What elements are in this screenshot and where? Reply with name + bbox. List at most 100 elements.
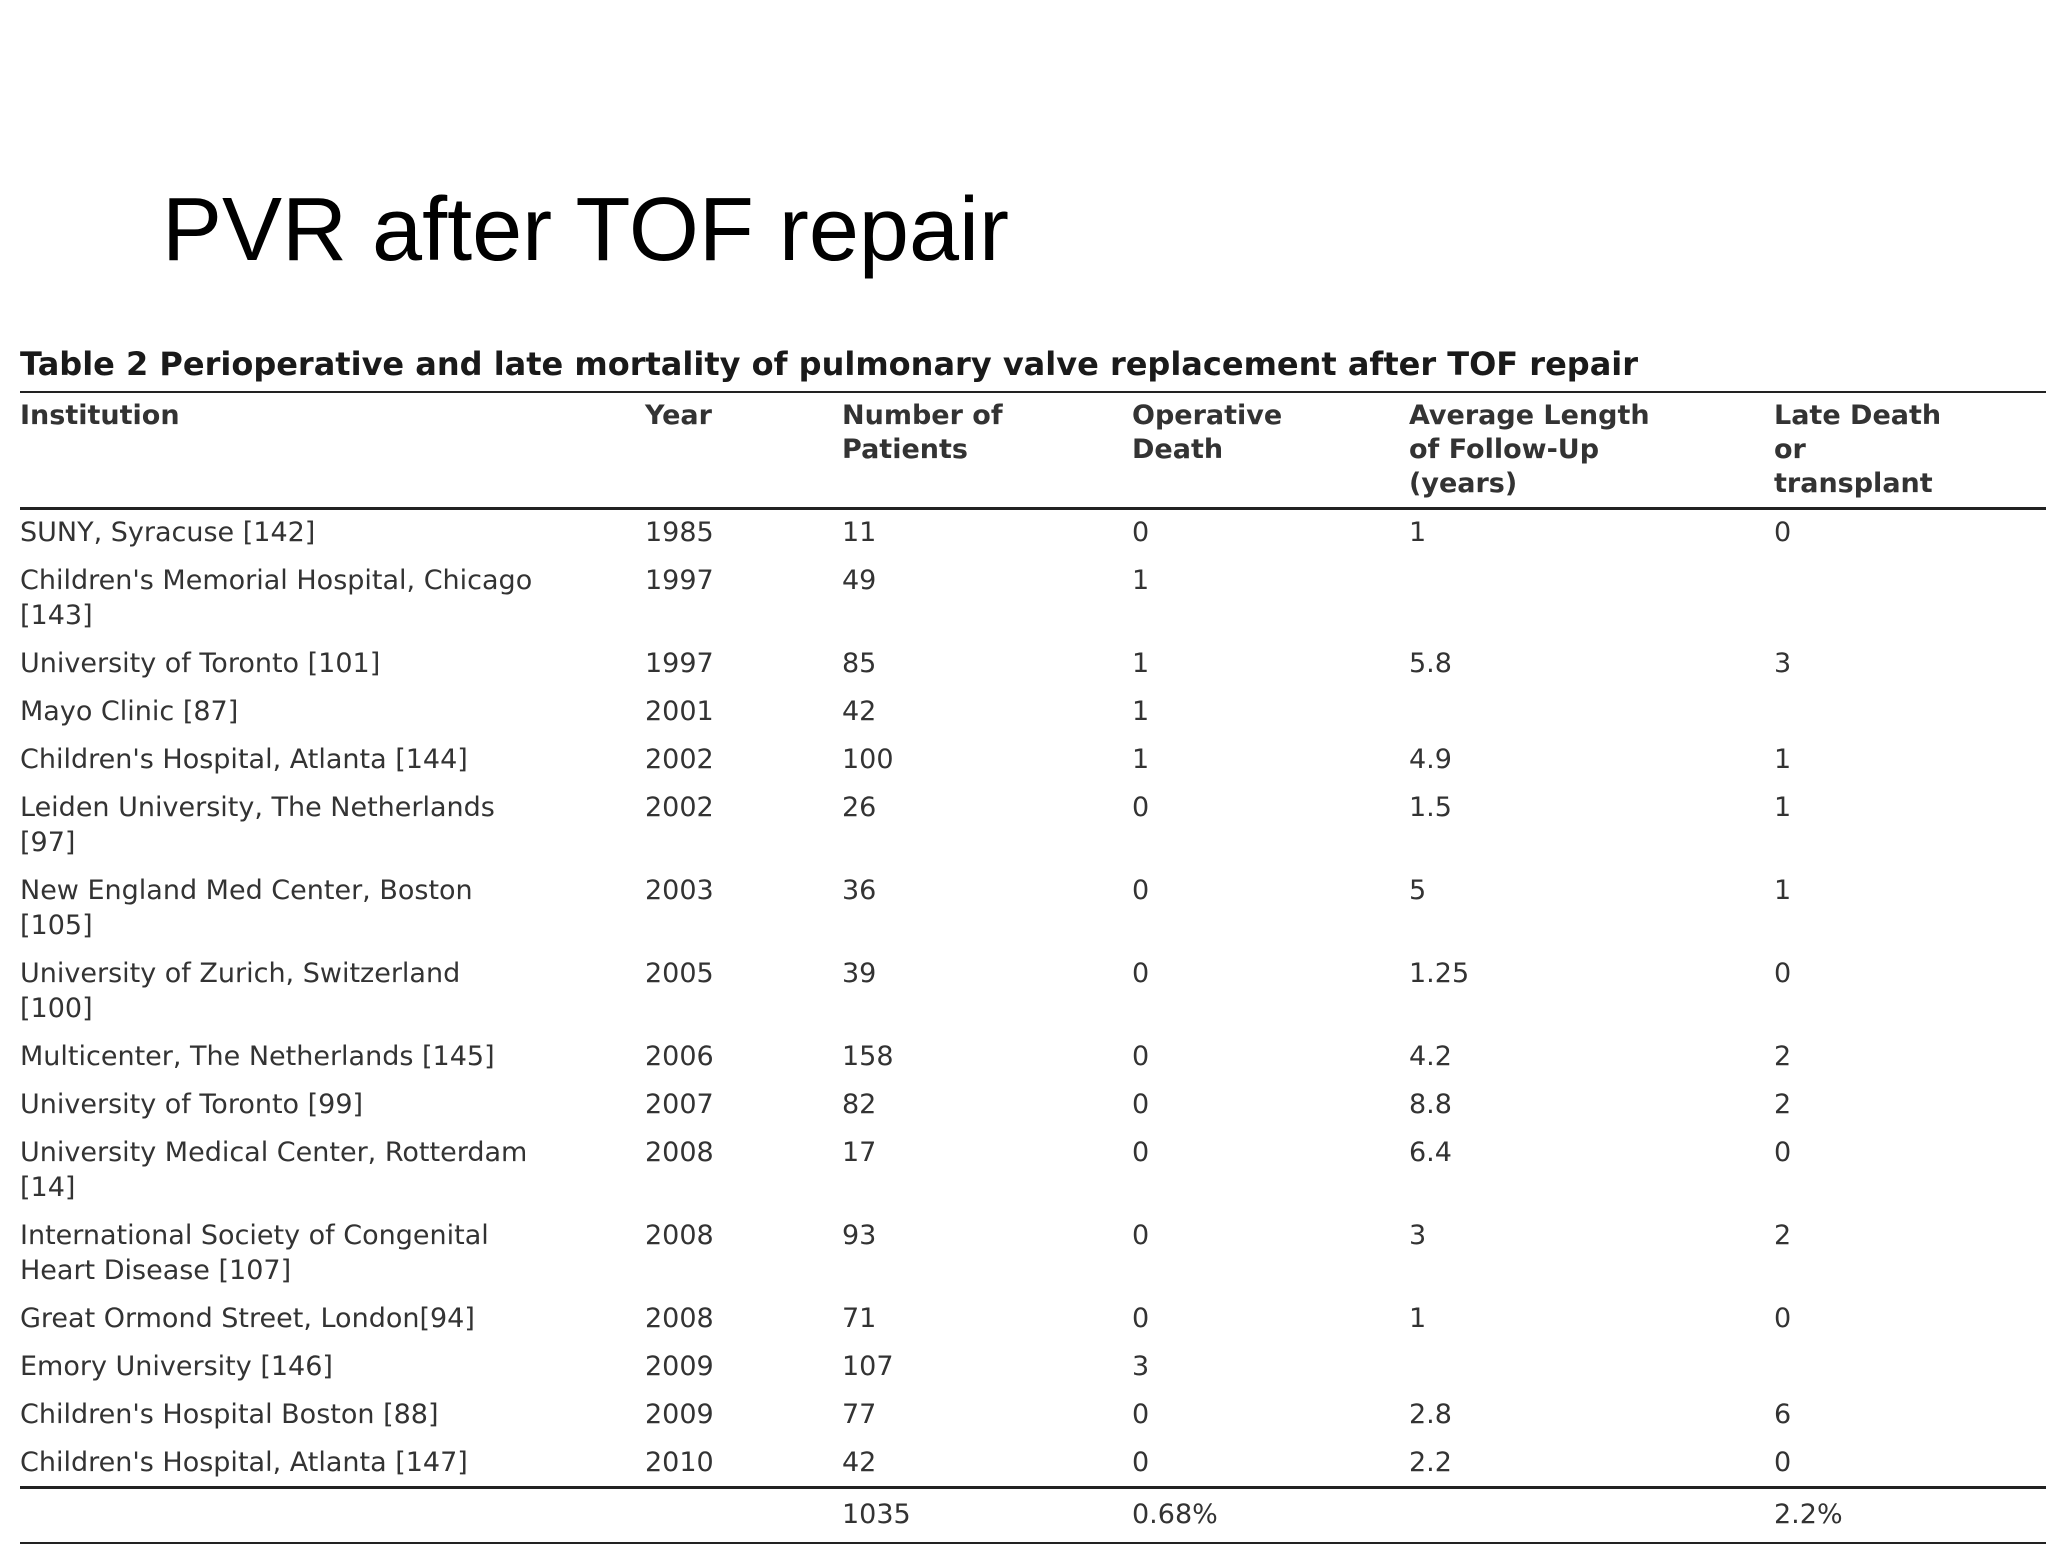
cell-patients: 11 bbox=[842, 517, 877, 548]
cell-year: 2009 bbox=[645, 1351, 714, 1382]
cell-institution: Children's Hospital Boston [88] bbox=[20, 1399, 439, 1430]
cell-late-death bbox=[1774, 689, 2046, 737]
cell-institution: Children's Hospital, Atlanta [144] bbox=[20, 744, 468, 775]
table-row: International Society of Congenital Hear… bbox=[20, 1213, 2046, 1296]
table-row: Multicenter, The Netherlands [145] 2006 15… bbox=[20, 1034, 2046, 1082]
column-header-institution: Institution bbox=[20, 400, 180, 431]
cell-year: 2002 bbox=[645, 792, 714, 823]
cell-patients: 82 bbox=[842, 1089, 877, 1120]
mortality-table: Institution Year Number of Patients Oper… bbox=[20, 391, 2046, 1544]
totals-row: 1035 0.68% 2.2% bbox=[20, 1487, 2046, 1544]
cell-late-death: 6 bbox=[1774, 1399, 1792, 1430]
cell-follow-up: 1.25 bbox=[1409, 958, 1470, 989]
totals-cell-follow-up bbox=[1409, 1488, 1774, 1544]
cell-institution: Great Ormond Street, London[94] bbox=[20, 1303, 475, 1334]
cell-late-death: 2 bbox=[1774, 1220, 1792, 1251]
cell-year: 1985 bbox=[645, 517, 714, 548]
cell-patients: 100 bbox=[842, 744, 894, 775]
cell-institution: SUNY, Syracuse [142] bbox=[20, 517, 316, 548]
table-row: SUNY, Syracuse [142] 1985 11 0 1 0 bbox=[20, 509, 2046, 559]
table-header: Institution Year Number of Patients Oper… bbox=[20, 392, 2046, 509]
cell-institution: Children's Hospital, Atlanta [147] bbox=[20, 1447, 468, 1478]
table-row: University of Toronto [99] 2007 82 0 8.8 2 bbox=[20, 1082, 2046, 1130]
cell-patients: 158 bbox=[842, 1041, 894, 1072]
cell-follow-up: 4.2 bbox=[1409, 1041, 1452, 1072]
cell-late-death: 1 bbox=[1774, 744, 1792, 775]
cell-operative-death: 1 bbox=[1132, 696, 1150, 727]
cell-year: 2002 bbox=[645, 744, 714, 775]
table-row: Children's Hospital, Atlanta [147] 2010 42… bbox=[20, 1440, 2046, 1488]
cell-late-death: 3 bbox=[1774, 648, 1792, 679]
cell-institution: New England Med Center, Boston [105] bbox=[20, 875, 473, 941]
table-row: Great Ormond Street, London[94] 2008 71 0 1 0 bbox=[20, 1296, 2046, 1344]
cell-institution: University Medical Center, Rotterdam [14… bbox=[20, 1137, 528, 1203]
cell-operative-death: 0 bbox=[1132, 792, 1150, 823]
totals-cell-institution bbox=[20, 1488, 645, 1544]
cell-patients: 26 bbox=[842, 792, 877, 823]
cell-year: 2007 bbox=[645, 1089, 714, 1120]
cell-year: 2005 bbox=[645, 958, 714, 989]
cell-patients: 17 bbox=[842, 1137, 877, 1168]
cell-operative-death: 1 bbox=[1132, 744, 1150, 775]
cell-operative-death: 0 bbox=[1132, 1399, 1150, 1430]
cell-year: 2001 bbox=[645, 696, 714, 727]
column-header-operative-death: Operative Death bbox=[1132, 400, 1283, 465]
mortality-table-container: Institution Year Number of Patients Oper… bbox=[20, 391, 2046, 1544]
table-caption: Table 2 Perioperative and late mortality… bbox=[20, 345, 1639, 383]
cell-year: 2008 bbox=[645, 1220, 714, 1251]
cell-institution: Leiden University, The Netherlands [97] bbox=[20, 792, 495, 858]
table-body: SUNY, Syracuse [142] 1985 11 0 1 0 Children's … bbox=[20, 509, 2046, 1488]
cell-late-death: 0 bbox=[1774, 958, 1792, 989]
totals-cell-late-death: 2.2% bbox=[1774, 1499, 1843, 1530]
cell-institution: University of Toronto [101] bbox=[20, 648, 381, 679]
table-footer: 1035 0.68% 2.2% bbox=[20, 1487, 2046, 1544]
cell-patients: 49 bbox=[842, 565, 877, 596]
cell-year: 1997 bbox=[645, 648, 714, 679]
cell-operative-death: 0 bbox=[1132, 517, 1150, 548]
table-row: Children's Memorial Hospital, Chicago [1… bbox=[20, 558, 2046, 641]
cell-year: 2003 bbox=[645, 875, 714, 906]
table-row: University of Toronto [101] 1997 85 1 5.8 3 bbox=[20, 641, 2046, 689]
cell-year: 1997 bbox=[645, 565, 714, 596]
cell-follow-up: 1 bbox=[1409, 1303, 1427, 1334]
cell-late-death: 0 bbox=[1774, 517, 1792, 548]
cell-operative-death: 0 bbox=[1132, 875, 1150, 906]
column-header-year: Year bbox=[645, 400, 712, 431]
cell-operative-death: 0 bbox=[1132, 1137, 1150, 1168]
cell-year: 2006 bbox=[645, 1041, 714, 1072]
cell-operative-death: 0 bbox=[1132, 1303, 1150, 1334]
cell-institution: University of Toronto [99] bbox=[20, 1089, 364, 1120]
cell-follow-up: 1 bbox=[1409, 517, 1427, 548]
cell-late-death: 0 bbox=[1774, 1303, 1792, 1334]
cell-operative-death: 0 bbox=[1132, 1089, 1150, 1120]
header-row: Institution Year Number of Patients Oper… bbox=[20, 392, 2046, 509]
cell-late-death: 1 bbox=[1774, 792, 1792, 823]
cell-follow-up bbox=[1409, 558, 1774, 641]
cell-operative-death: 0 bbox=[1132, 1041, 1150, 1072]
cell-year: 2009 bbox=[645, 1399, 714, 1430]
totals-cell-operative-death: 0.68% bbox=[1132, 1499, 1218, 1530]
column-header-late-death: Late Death or transplant bbox=[1774, 400, 1942, 499]
cell-follow-up bbox=[1409, 1344, 1774, 1392]
totals-cell-year bbox=[645, 1488, 842, 1544]
cell-patients: 93 bbox=[842, 1220, 877, 1251]
cell-late-death: 2 bbox=[1774, 1089, 1792, 1120]
cell-operative-death: 0 bbox=[1132, 1220, 1150, 1251]
totals-cell-patients: 1035 bbox=[842, 1499, 911, 1530]
cell-follow-up: 5.8 bbox=[1409, 648, 1452, 679]
cell-follow-up: 1.5 bbox=[1409, 792, 1452, 823]
cell-late-death: 2 bbox=[1774, 1041, 1792, 1072]
cell-operative-death: 0 bbox=[1132, 958, 1150, 989]
table-row: Emory University [146] 2009 107 3 bbox=[20, 1344, 2046, 1392]
cell-patients: 107 bbox=[842, 1351, 894, 1382]
cell-operative-death: 1 bbox=[1132, 565, 1150, 596]
cell-follow-up: 6.4 bbox=[1409, 1137, 1452, 1168]
cell-patients: 71 bbox=[842, 1303, 877, 1334]
cell-late-death bbox=[1774, 558, 2046, 641]
table-row: Children's Hospital Boston [88] 2009 77 0 2.… bbox=[20, 1392, 2046, 1440]
table-row: University of Zurich, Switzerland [100] 2… bbox=[20, 951, 2046, 1034]
cell-patients: 39 bbox=[842, 958, 877, 989]
table-row: University Medical Center, Rotterdam [14… bbox=[20, 1130, 2046, 1213]
cell-follow-up: 5 bbox=[1409, 875, 1427, 906]
cell-follow-up bbox=[1409, 689, 1774, 737]
